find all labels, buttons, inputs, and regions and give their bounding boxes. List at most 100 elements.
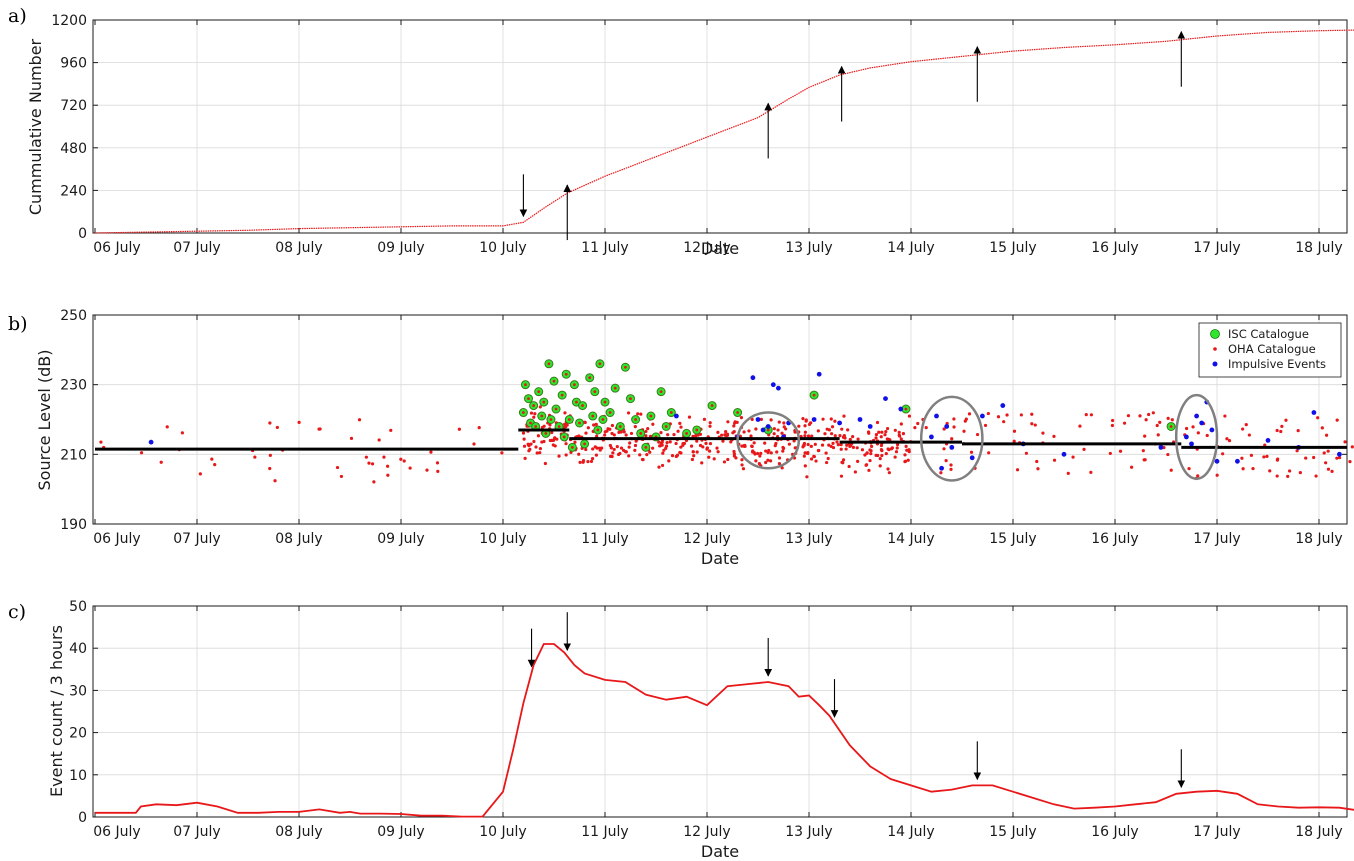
oha-point xyxy=(364,455,368,459)
oha-point xyxy=(667,459,671,463)
oha-point xyxy=(751,449,755,453)
legend-label-impulsive: Impulsive Events xyxy=(1228,357,1326,371)
oha-point xyxy=(742,430,746,434)
oha-point xyxy=(648,450,652,454)
x-tick-label: 17 July xyxy=(1193,240,1240,256)
oha-point xyxy=(382,455,386,459)
panel-c-y-ticks: 0 10 20 30 40 50 xyxy=(69,599,1347,826)
oha-point xyxy=(598,446,602,450)
oha-point xyxy=(457,427,461,431)
oha-point xyxy=(690,457,695,462)
oha-point xyxy=(896,443,900,447)
oha-point xyxy=(1276,457,1280,461)
impulsive-point xyxy=(898,406,904,412)
oha-point xyxy=(1241,467,1245,471)
oha-point xyxy=(538,451,542,455)
panel-b-ylabel: Source Level (dB) xyxy=(35,350,54,491)
x-tick-label: 15 July xyxy=(989,240,1036,256)
x-tick-label: 14 July xyxy=(887,531,934,547)
impulsive-point xyxy=(1209,427,1215,433)
oha-point xyxy=(1066,471,1070,475)
impulsive-point xyxy=(674,413,679,419)
oha-point xyxy=(500,451,504,455)
oha-point xyxy=(874,432,878,437)
oha-point xyxy=(1240,456,1244,460)
oha-point xyxy=(708,421,712,425)
y-tick-label: 230 xyxy=(60,378,87,394)
impulsive-point xyxy=(755,417,761,422)
oha-point xyxy=(753,452,757,456)
oha-point xyxy=(787,442,791,446)
oha-point xyxy=(213,463,217,467)
oha-point xyxy=(528,447,532,451)
oha-point xyxy=(605,429,609,433)
oha-point xyxy=(402,459,406,463)
legend-marker-impulsive xyxy=(1212,361,1218,367)
oha-point xyxy=(723,433,727,437)
oha-point xyxy=(1089,413,1093,417)
oha-point xyxy=(615,444,619,449)
cumulative-series-line xyxy=(94,29,1354,234)
oha-point xyxy=(586,459,590,464)
oha-point xyxy=(996,415,1001,419)
impulsive-point xyxy=(883,396,888,401)
oha-point xyxy=(1262,455,1266,459)
oha-point xyxy=(803,451,807,455)
oha-point xyxy=(1279,429,1283,434)
impulsive-point xyxy=(765,424,771,429)
oha-point xyxy=(767,448,771,453)
oha-point xyxy=(1078,424,1082,428)
y-tick-label: 240 xyxy=(60,183,87,199)
isc-point-center xyxy=(710,404,714,407)
oha-point xyxy=(831,441,835,445)
oha-point xyxy=(700,461,704,465)
oha-point xyxy=(1015,468,1020,472)
oha-point xyxy=(1084,413,1088,417)
panel-c-label: c) xyxy=(8,601,26,623)
impulsive-point xyxy=(1189,441,1194,447)
isc-point-center xyxy=(567,418,571,421)
oha-point xyxy=(661,451,665,455)
oha-point xyxy=(806,442,810,447)
oha-point xyxy=(610,431,614,436)
oha-point xyxy=(853,470,857,474)
x-tick-label: 17 July xyxy=(1193,531,1240,547)
oha-point xyxy=(210,457,214,461)
oha-point xyxy=(99,440,103,444)
oha-point xyxy=(846,428,850,432)
isc-point-center xyxy=(904,407,908,411)
oha-point xyxy=(874,436,878,440)
oha-point xyxy=(1151,411,1155,415)
oha-point xyxy=(845,443,849,447)
oha-point xyxy=(952,417,956,421)
oha-point xyxy=(766,458,770,462)
x-tick-label: 07 July xyxy=(173,531,220,547)
oha-point xyxy=(139,451,144,455)
oha-point xyxy=(573,440,577,444)
isc-point-center xyxy=(618,425,622,428)
oha-point xyxy=(716,450,720,454)
oha-point xyxy=(1012,439,1016,443)
oha-point xyxy=(538,447,542,451)
oha-point xyxy=(731,431,735,435)
oha-point xyxy=(1337,455,1342,460)
oha-point xyxy=(759,417,764,421)
oha-point xyxy=(670,453,675,458)
oha-point xyxy=(820,443,825,447)
oha-point xyxy=(1170,418,1174,422)
oha-point xyxy=(1005,413,1009,417)
oha-point xyxy=(674,441,678,446)
oha-point xyxy=(557,454,561,458)
oha-point xyxy=(533,412,537,416)
oha-point xyxy=(1215,473,1219,477)
oha-point xyxy=(1143,434,1147,438)
oha-point xyxy=(816,429,820,433)
isc-point-center xyxy=(629,397,632,400)
oha-point xyxy=(1316,416,1320,420)
x-tick-label: 18 July xyxy=(1295,824,1342,840)
oha-point xyxy=(1223,414,1227,418)
oha-point xyxy=(805,475,809,479)
oha-point xyxy=(855,446,859,450)
oha-point xyxy=(664,444,669,448)
oha-point xyxy=(529,411,534,415)
